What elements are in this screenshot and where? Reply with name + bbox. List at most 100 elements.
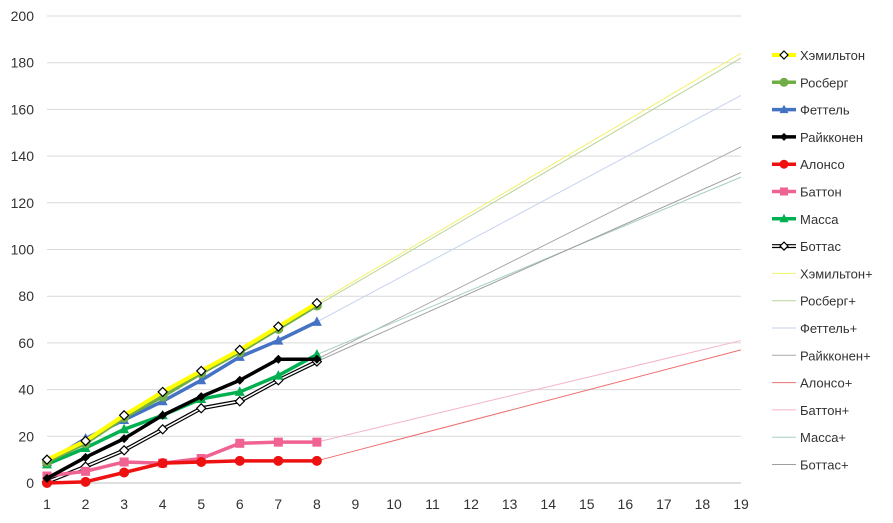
legend-marker (780, 132, 788, 141)
data-point-Масса (273, 370, 284, 380)
series-line-Росберг-plus (316, 57, 742, 306)
legend-label: Масса+ (800, 430, 846, 445)
data-point-Боттас (234, 395, 246, 407)
legend-item-Боттас: Боттас (772, 239, 841, 254)
y-tick-label: 80 (18, 288, 34, 304)
legend-item-Масса: Масса (772, 212, 839, 227)
data-point-Хэмильтон (272, 321, 284, 332)
series-Райкконен-plus (316, 146, 742, 360)
x-tick-label: 11 (425, 496, 440, 512)
legend: Хэмильтон Росберг Феттель Райкконен Алонсо Ба… (772, 48, 873, 473)
data-point-Феттель (196, 374, 207, 385)
data-point-Хэмильтон (118, 409, 130, 421)
x-tick-label: 14 (540, 496, 556, 512)
legend-item-Феттель-plus: Феттель+ (772, 321, 857, 336)
data-point-Райкконен (42, 473, 52, 483)
series-Алонсо (42, 455, 322, 488)
data-point-Баттон (119, 457, 129, 467)
x-tick-label: 4 (159, 496, 167, 512)
x-tick-label: 6 (236, 496, 244, 512)
series-Боттас-plus (316, 171, 742, 363)
series-line-Хэмильтон-plus (316, 52, 742, 304)
legend-marker (779, 77, 789, 87)
data-point-Баттон (81, 466, 91, 476)
series-line-Боттас-plus (316, 171, 742, 363)
x-tick-label: 16 (618, 496, 634, 512)
series-line-Феттель-plus (316, 94, 742, 323)
y-tick-label: 140 (11, 148, 35, 164)
data-point-Баттон (312, 437, 322, 447)
data-point-Райкконен (312, 354, 322, 364)
series-Хэмильтон-plus (316, 52, 742, 304)
series-Масса (42, 349, 322, 469)
legend-marker (779, 50, 789, 60)
legend-label: Феттель+ (800, 321, 857, 336)
x-tick-label: 18 (695, 496, 711, 512)
legend-label: Росберг (800, 75, 849, 90)
y-tick-label: 60 (18, 335, 34, 351)
series-line-Алонсо (46, 459, 317, 485)
series-Райкконен (42, 354, 322, 483)
legend-item-Феттель: Феттель (772, 103, 850, 118)
legend-label: Райкконен (800, 130, 863, 145)
data-point-Райкконен (273, 354, 283, 364)
y-tick-label: 100 (11, 242, 35, 258)
series-line-Алонсо-plus (316, 349, 742, 462)
x-tick-label: 10 (386, 496, 402, 512)
data-point-Алонсо (273, 455, 284, 466)
x-tick-label: 8 (313, 496, 321, 512)
series-Феттель-plus (316, 94, 742, 323)
data-point-Баттон (273, 437, 283, 447)
data-point-Хэмильтон (157, 386, 169, 398)
series-Алонсо-plus (316, 349, 742, 462)
data-point-Алонсо (157, 458, 168, 469)
series-Хэмильтон (41, 297, 323, 465)
legend-label: Масса (800, 212, 839, 227)
legend-item-Алонсо: Алонсо (772, 157, 845, 172)
legend-item-Баттон-plus: Баттон+ (772, 403, 849, 418)
data-point-Райкконен (235, 375, 245, 385)
series-line-Боттас-inner (46, 360, 318, 483)
x-tick-label: 15 (579, 496, 595, 512)
series-line-Масса-plus (316, 176, 742, 356)
x-tick-label: 13 (502, 496, 518, 512)
legend-label: Боттас (800, 239, 841, 254)
data-point-Масса (234, 386, 245, 396)
legend-item-Алонсо-plus: Алонсо+ (772, 376, 852, 391)
data-point-Феттель (311, 316, 322, 326)
legend-label: Райкконен+ (800, 348, 871, 363)
data-point-Масса (311, 349, 322, 359)
data-point-Алонсо (119, 467, 130, 478)
plot-series (41, 52, 742, 488)
series-line-Хэмильтон (46, 301, 318, 462)
legend-item-Райкконен-plus: Райкконен+ (772, 348, 871, 363)
legend-label: Боттас+ (800, 458, 849, 473)
y-tick-label: 20 (18, 428, 34, 444)
legend-item-Хэмильтон-plus: Хэмильтон+ (772, 266, 873, 281)
data-point-Хэмильтон (41, 454, 53, 465)
data-point-Райкконен (196, 392, 206, 402)
legend-label: Алонсо+ (800, 376, 852, 391)
data-point-Алонсо (234, 455, 245, 466)
legend-marker (779, 159, 789, 169)
x-tick-label: 12 (463, 496, 479, 512)
legend-marker (779, 213, 789, 223)
series-line-Райкконен-plus (316, 146, 742, 360)
x-tick-label: 19 (733, 496, 749, 512)
data-point-Баттон (235, 438, 245, 448)
legend-item-Хэмильтон: Хэмильтон (772, 48, 865, 63)
data-point-Алонсо (196, 456, 207, 467)
series-line-Баттон (46, 440, 317, 478)
data-point-Феттель (273, 335, 284, 345)
series-Баттон-plus (316, 340, 742, 443)
y-tick-label: 120 (11, 195, 35, 211)
y-tick-label: 200 (11, 8, 35, 24)
x-tick-label: 2 (82, 496, 90, 512)
legend-label: Хэмильтон+ (800, 266, 873, 281)
legend-marker (779, 104, 789, 114)
legend-label: Росберг+ (800, 294, 856, 309)
legend-item-Баттон: Баттон (772, 185, 842, 200)
data-point-Хэмильтон (311, 297, 323, 309)
legend-item-Росберг-plus: Росберг+ (772, 294, 856, 309)
